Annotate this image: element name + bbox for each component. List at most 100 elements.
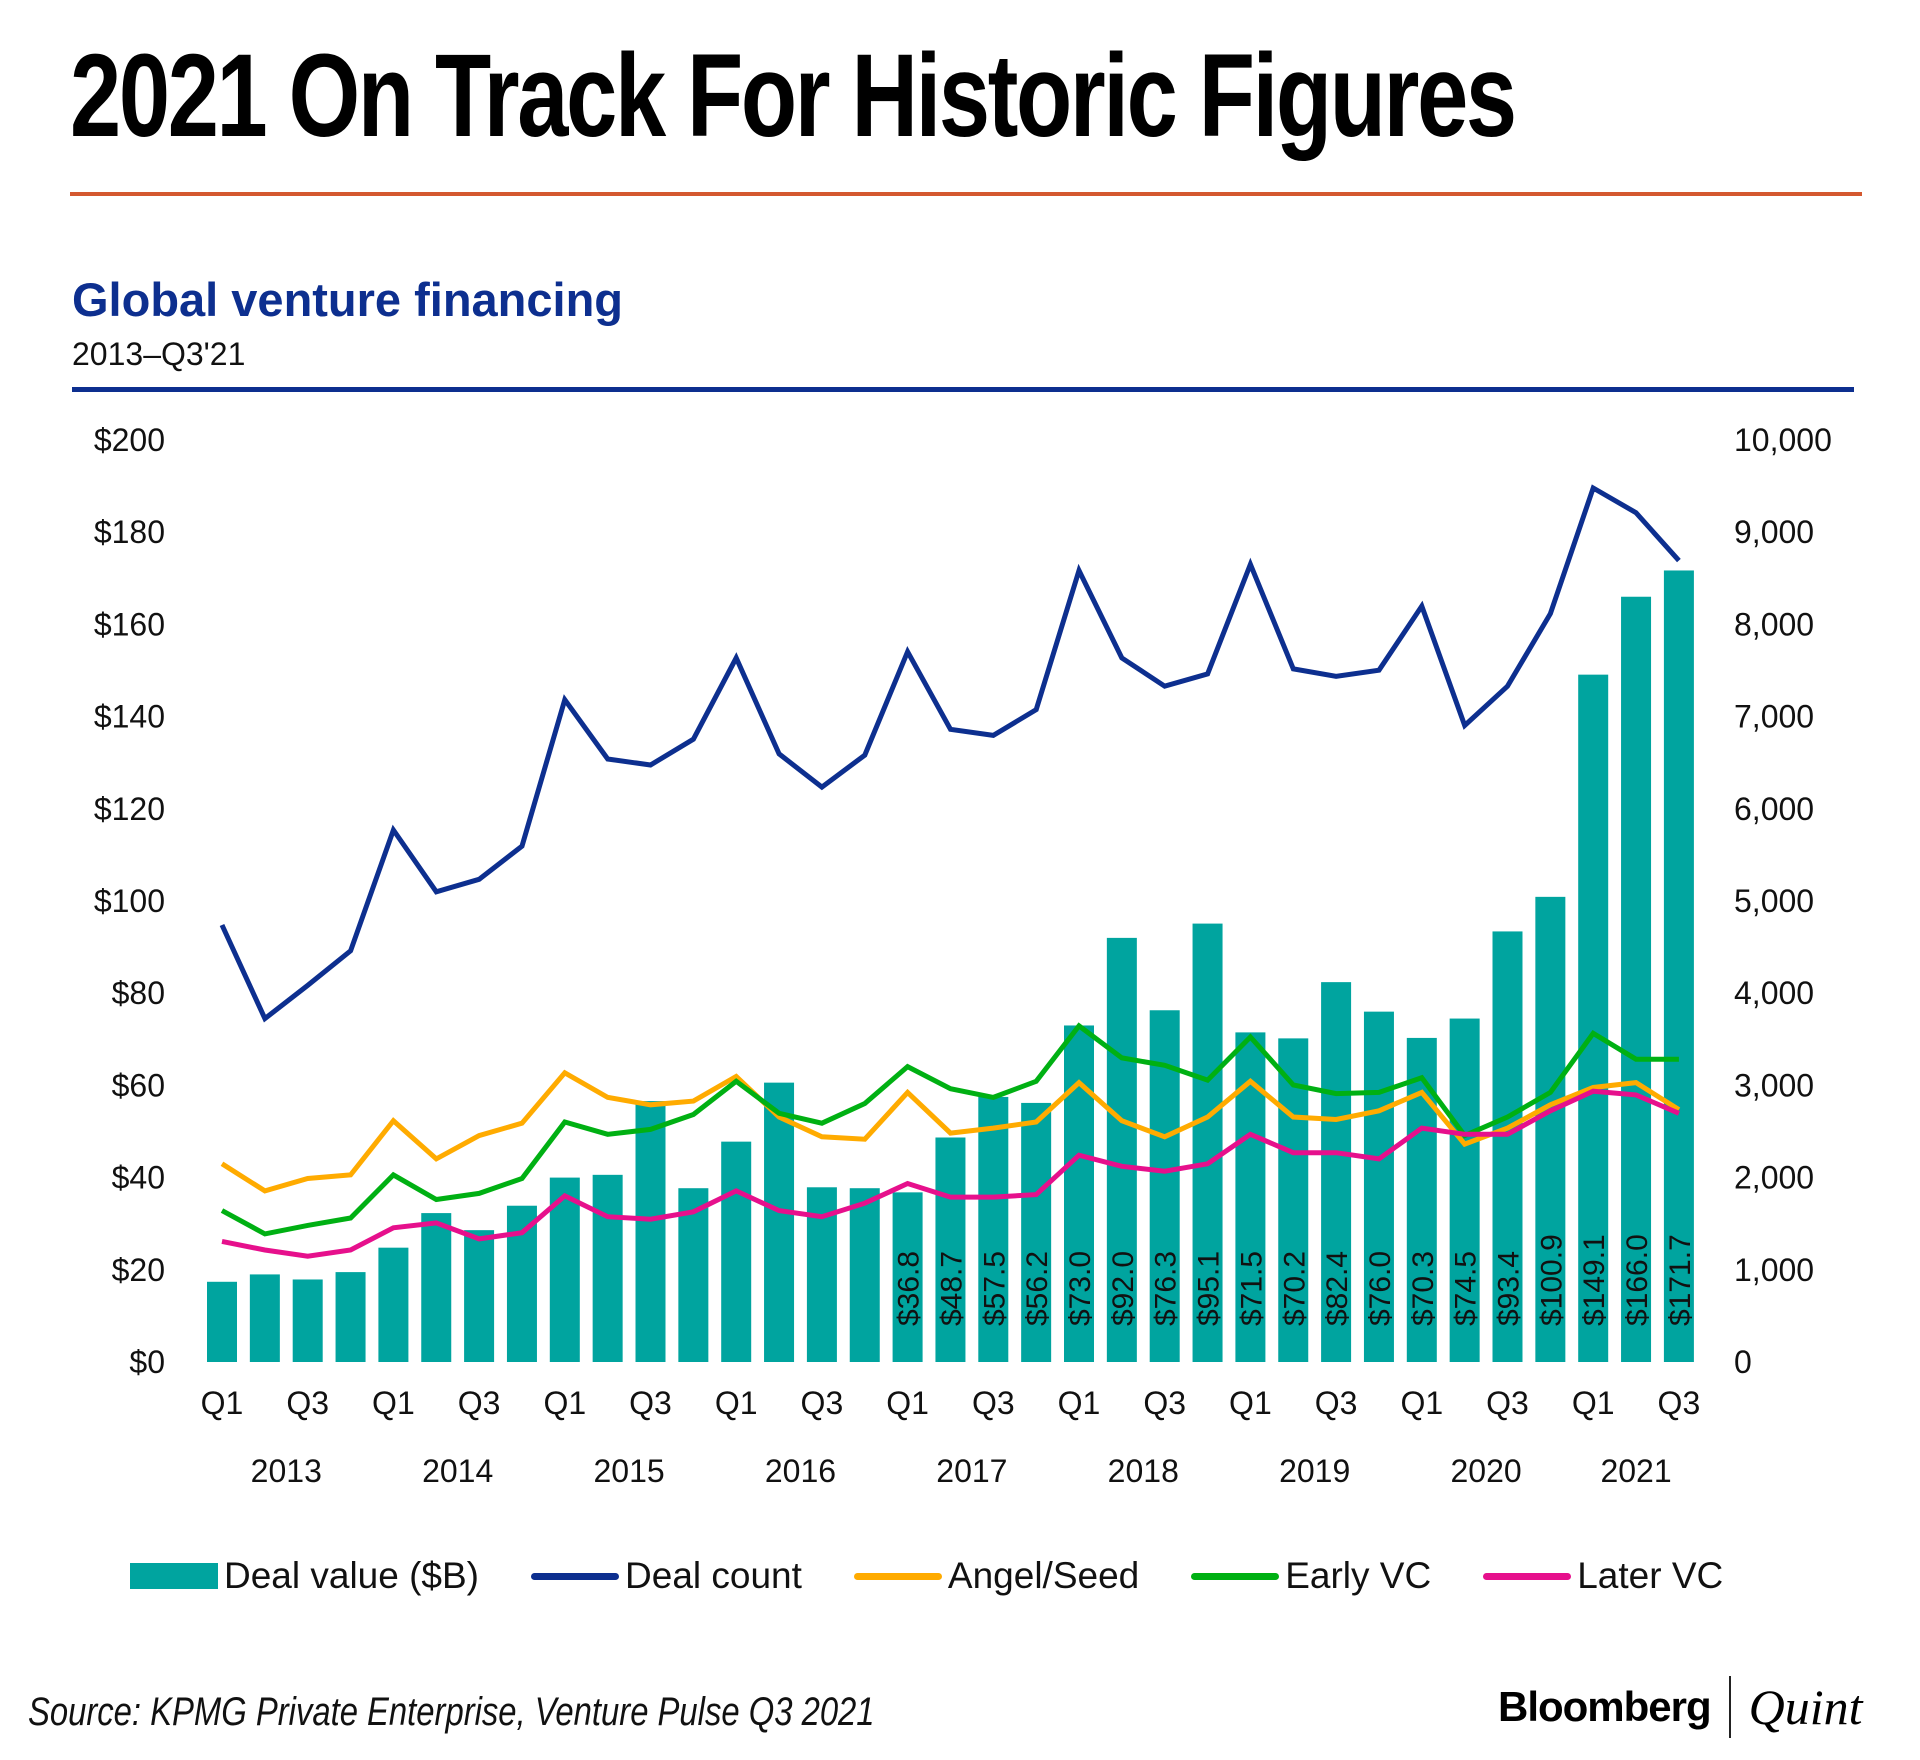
bar-data-label: $56.2 — [1021, 1251, 1054, 1326]
left-axis-tick-label: $20 — [112, 1252, 165, 1288]
left-axis-tick-label: $140 — [94, 699, 165, 735]
right-axis-tick-label: 3,000 — [1734, 1067, 1814, 1103]
series-lines — [219, 484, 1681, 1259]
left-axis-tick-label: $120 — [94, 791, 165, 827]
year-label: 2020 — [1450, 1453, 1521, 1489]
chart-subtitle: 2013–Q3'21 — [72, 336, 246, 372]
bar-data-label: $92.0 — [1107, 1251, 1140, 1326]
deal-value-bar — [892, 1192, 923, 1362]
right-axis-tick-label: 10,000 — [1734, 422, 1832, 458]
bar-data-labels: $36.8 $48.7 $57.5 $56.2 $73.0 $92.0 $76.3 $95.1… — [893, 1234, 1697, 1326]
legend-label-deal-value: Deal value ($B) — [224, 1555, 480, 1596]
legend-label-later-vc: Later VC — [1577, 1555, 1724, 1596]
deal-value-bar — [506, 1205, 537, 1362]
x-axis-tick-label: Q3 — [629, 1385, 672, 1421]
x-axis-tick-label: Q1 — [543, 1385, 586, 1421]
left-axis-tick-label: $180 — [94, 514, 165, 550]
deal-value-bar — [1449, 1018, 1480, 1362]
bar-data-label: $48.7 — [935, 1251, 968, 1326]
left-axis-tick-label: $40 — [112, 1160, 165, 1196]
deal-value-bar — [1021, 1102, 1052, 1362]
legend-label-angel-seed: Angel/Seed — [947, 1555, 1140, 1596]
year-label: 2021 — [1600, 1453, 1671, 1489]
bar-data-label: $57.5 — [978, 1251, 1011, 1326]
brand-logo: Bloomberg Quint — [1498, 1676, 1863, 1738]
deal-value-bar — [764, 1082, 795, 1362]
right-axis-tick-label: 0 — [1734, 1344, 1752, 1380]
line-early-vc — [220, 1022, 1679, 1237]
x-axis: Q1 Q3 Q1 Q3 Q1 Q3 Q1 Q3 Q1 Q3 Q1 Q3 Q1 Q3 Q1 Q3 Q1 Q3 — [201, 1385, 1701, 1421]
legend-swatch-deal-value — [130, 1563, 218, 1589]
legend-label-early-vc: Early VC — [1285, 1555, 1432, 1596]
legend: Deal value ($B) Deal count Angel/Seed Ea… — [130, 1555, 1775, 1597]
line-later-vc — [221, 1088, 1680, 1259]
left-axis-tick-label: $100 — [94, 883, 165, 919]
venture-financing-chart: $0 $20 $40 $60 $80 $100 $120 $140 $160 $180 $200 0… — [94, 422, 1832, 1489]
bar-data-label: $82.4 — [1321, 1251, 1354, 1326]
chart-title: Global venture financing — [72, 273, 624, 326]
year-label: 2015 — [593, 1453, 664, 1489]
deal-value-bar — [721, 1141, 752, 1362]
bar-data-label: $171.7 — [1664, 1234, 1697, 1326]
left-axis-tick-label: $160 — [94, 606, 165, 642]
right-axis-tick-label: 6,000 — [1734, 791, 1814, 827]
x-axis-tick-label: Q3 — [972, 1385, 1015, 1421]
brand-quint: Quint — [1748, 1679, 1863, 1735]
left-axis-tick-label: $80 — [112, 975, 165, 1011]
deal-value-bar — [1278, 1038, 1309, 1362]
x-axis-tick-label: Q1 — [1572, 1385, 1615, 1421]
bar-data-label: $93.4 — [1493, 1251, 1526, 1326]
x-axis-tick-label: Q3 — [1315, 1385, 1358, 1421]
deal-value-bar — [549, 1177, 580, 1362]
bar-data-label: $70.2 — [1278, 1251, 1311, 1326]
x-axis-tick-label: Q3 — [801, 1385, 844, 1421]
headline: 2021 On Track For Historic Figures — [70, 30, 1517, 162]
legend-item-early-vc: Early VC — [1191, 1555, 1431, 1597]
legend-swatch-deal-count — [531, 1572, 620, 1580]
x-axis-tick-label: Q1 — [372, 1385, 415, 1421]
x-axis-tick-label: Q3 — [286, 1385, 329, 1421]
left-axis-tick-label: $0 — [129, 1344, 165, 1380]
x-axis-tick-label: Q3 — [1143, 1385, 1186, 1421]
legend-item-later-vc: Later VC — [1483, 1555, 1723, 1597]
legend-swatch-early-vc — [1191, 1572, 1280, 1580]
x-axis-tick-label: Q3 — [1658, 1385, 1701, 1421]
bar-data-label: $74.5 — [1450, 1251, 1483, 1326]
right-axis-tick-label: 9,000 — [1734, 514, 1814, 550]
deal-value-bar — [421, 1213, 452, 1362]
right-axis-tick-label: 5,000 — [1734, 883, 1814, 919]
bar-data-label: $71.5 — [1235, 1251, 1268, 1326]
bar-data-label: $36.8 — [893, 1251, 926, 1326]
bar-data-label: $100.9 — [1535, 1234, 1568, 1326]
year-axis: 2013 2014 2015 2016 2017 2018 2019 2020 2021 — [251, 1453, 1672, 1489]
bar-data-label: $76.3 — [1150, 1251, 1183, 1326]
deal-value-bar — [249, 1274, 280, 1362]
x-axis-tick-label: Q1 — [1058, 1385, 1101, 1421]
deal-value-bar — [207, 1281, 237, 1362]
brand-bloomberg: Bloomberg — [1498, 1683, 1712, 1730]
year-label: 2018 — [1108, 1453, 1179, 1489]
x-axis-tick-label: Q1 — [886, 1385, 929, 1421]
deal-value-bar — [335, 1272, 366, 1362]
x-axis-tick-label: Q1 — [201, 1385, 244, 1421]
legend-swatch-angel-seed — [853, 1572, 942, 1580]
deal-value-bar — [935, 1137, 966, 1362]
right-axis-tick-label: 4,000 — [1734, 975, 1814, 1011]
x-axis-tick-label: Q1 — [1229, 1385, 1272, 1421]
x-axis-tick-label: Q1 — [715, 1385, 758, 1421]
bar-data-label: $76.0 — [1364, 1251, 1397, 1326]
legend-swatch-later-vc — [1483, 1572, 1572, 1580]
left-axis-tick-label: $200 — [94, 422, 165, 458]
right-axis-tick-label: 2,000 — [1734, 1160, 1814, 1196]
legend-label-deal-count: Deal count — [625, 1555, 802, 1596]
deal-value-bar — [1535, 896, 1566, 1362]
deal-value-bar — [1106, 937, 1137, 1362]
source-note: Source: KPMG Private Enterprise, Venture… — [28, 1690, 875, 1734]
right-axis-tick-label: 8,000 — [1734, 606, 1814, 642]
year-label: 2014 — [422, 1453, 493, 1489]
legend-item-deal-count: Deal count — [531, 1555, 802, 1597]
x-axis-tick-label: Q1 — [1400, 1385, 1443, 1421]
x-axis-tick-label: Q3 — [458, 1385, 501, 1421]
year-label: 2017 — [936, 1453, 1007, 1489]
deal-value-bar — [1192, 923, 1223, 1362]
